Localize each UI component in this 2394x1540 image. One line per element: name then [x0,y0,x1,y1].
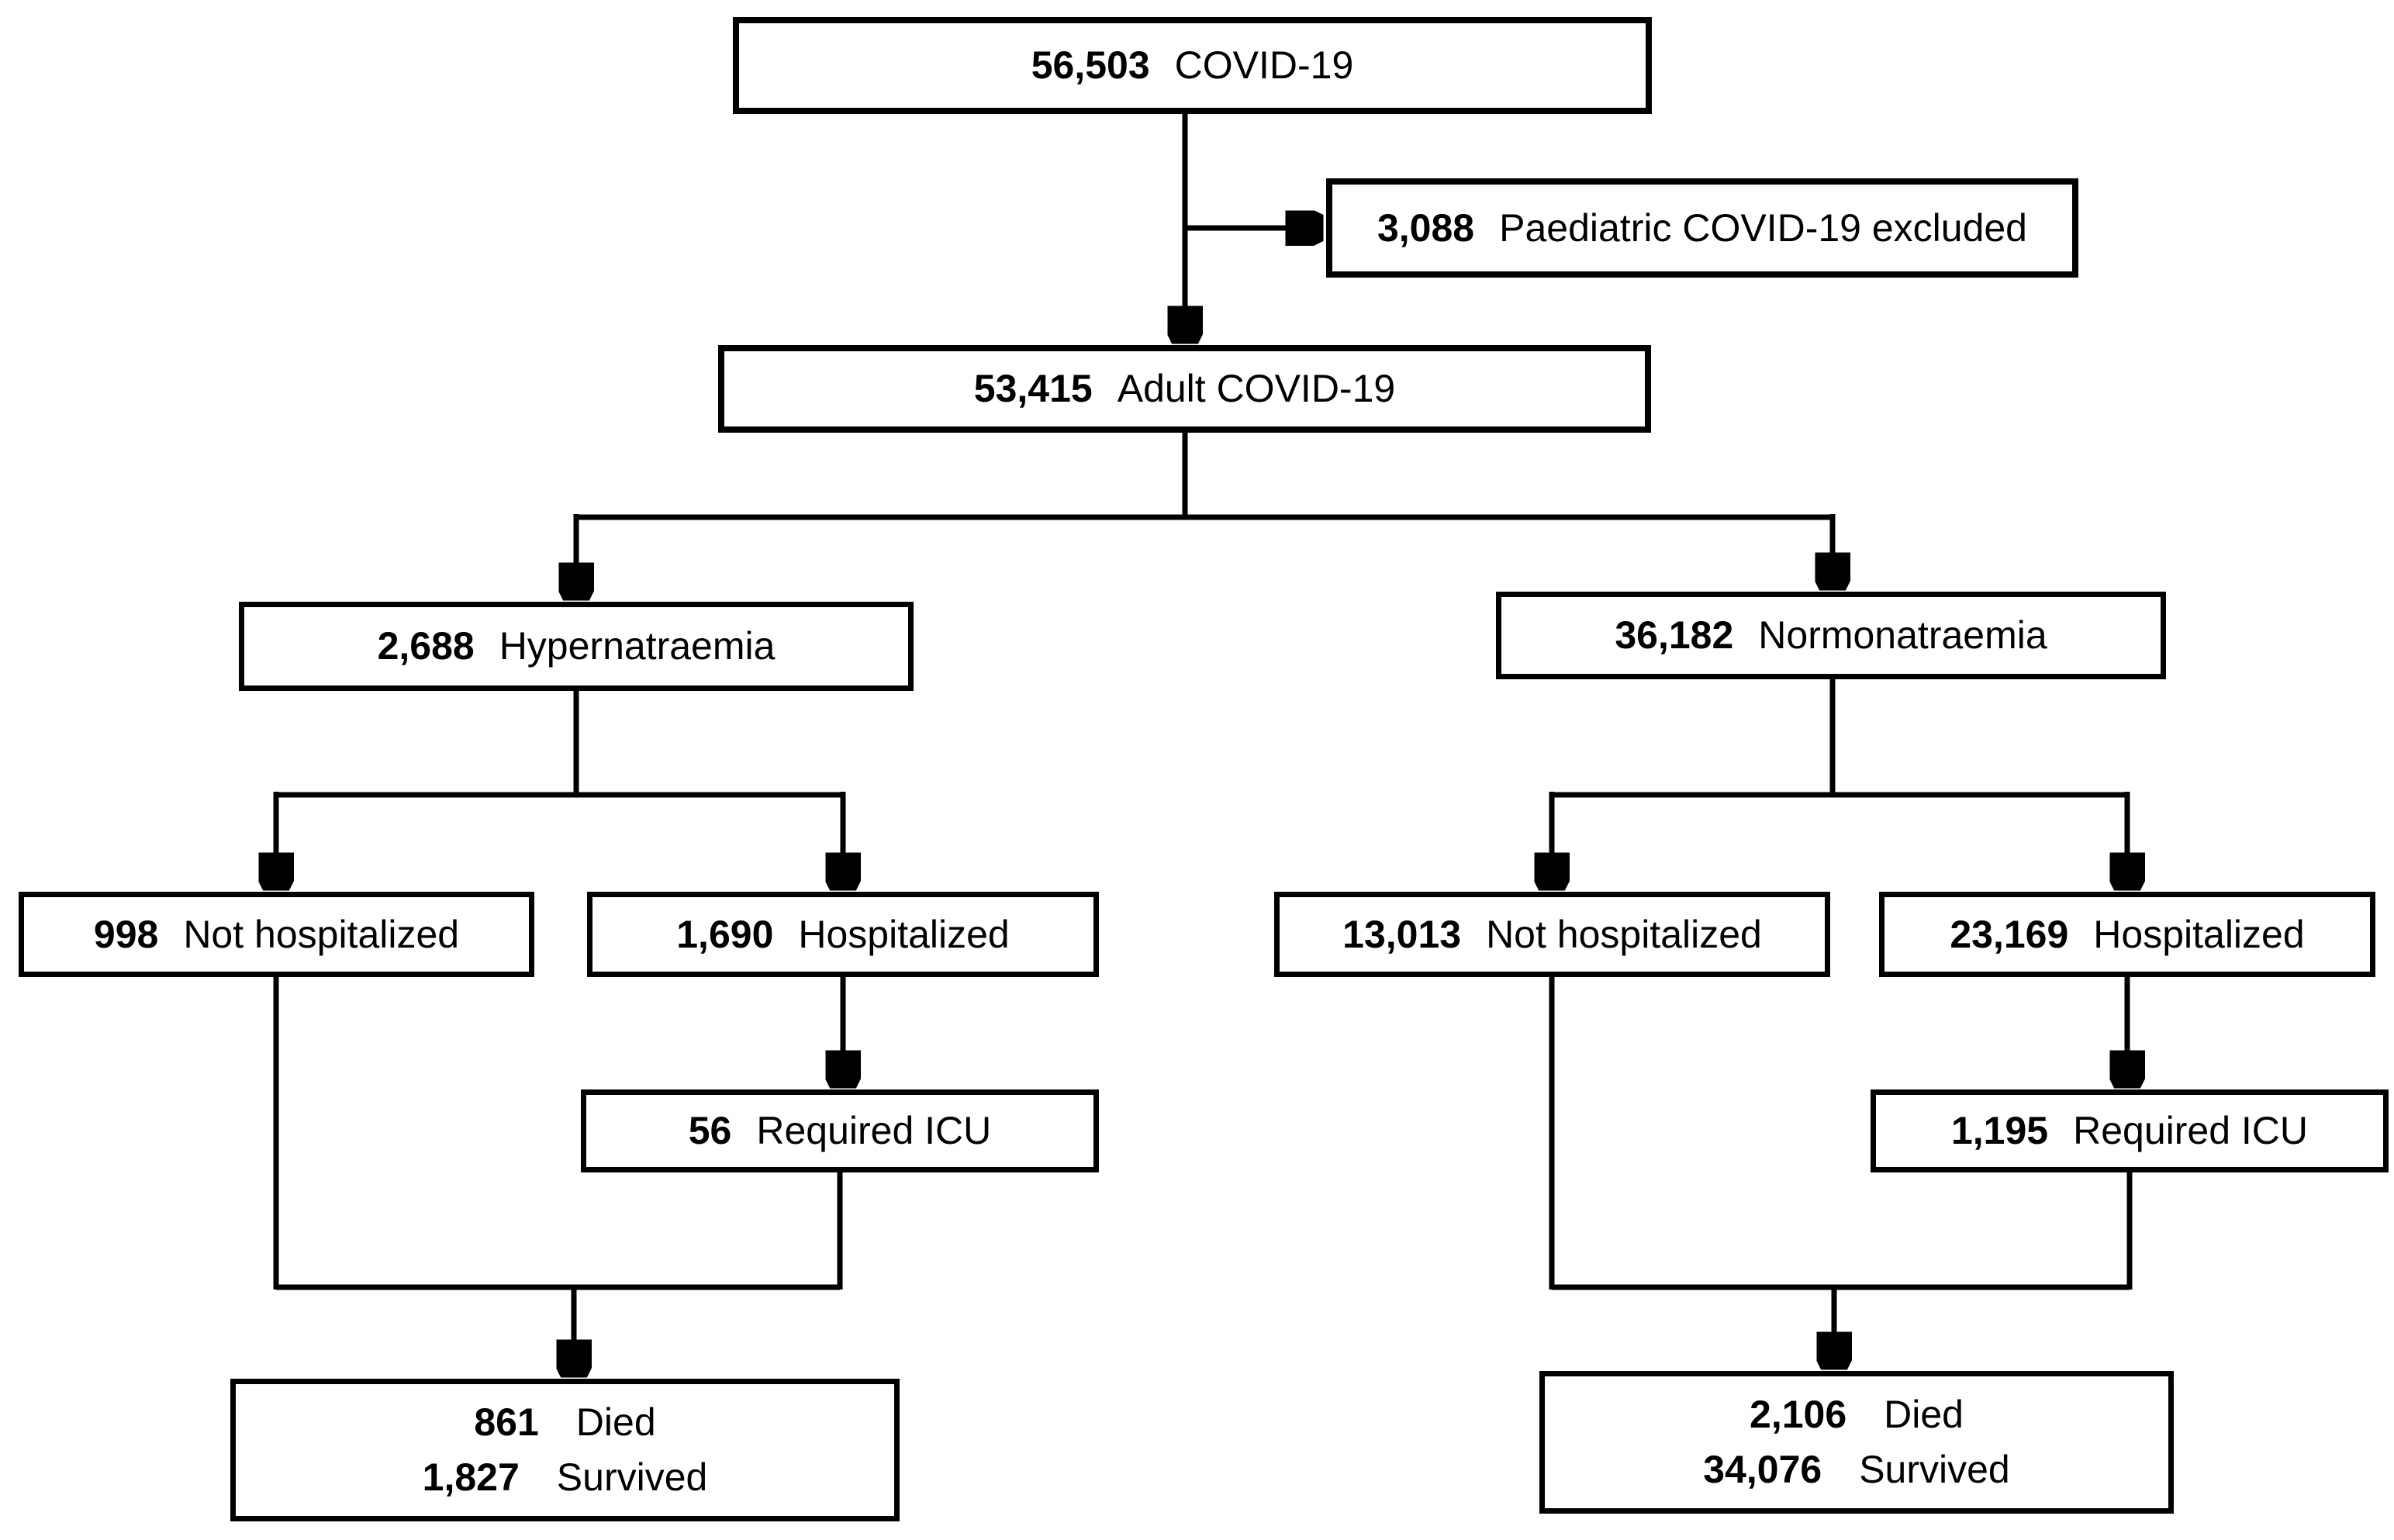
covid-total-label: COVID-19 [1174,43,1354,87]
normo-died-count: 2,106 [1750,1393,1847,1436]
node-adult-covid: 53,415 Adult COVID-19 [718,345,1651,433]
hypernatraemia-label: Hypernatraemia [499,624,776,668]
hyper-hospitalized-label: Hospitalized [798,912,1010,956]
node-normo-required-icu: 1,195 Required ICU [1871,1089,2389,1172]
paediatric-excluded-count: 3,088 [1377,205,1475,250]
normonatraemia-count: 36,182 [1615,613,1734,657]
normo-outcome-survived-row: 34,076 Survived [1703,1448,2009,1491]
normo-survived-count: 34,076 [1703,1448,1822,1491]
paediatric-excluded-label: Paediatric COVID-19 excluded [1499,205,2027,250]
normo-hospitalized-label: Hospitalized [2093,912,2305,956]
node-normo-outcome: 2,106 Died 34,076 Survived [1539,1371,2174,1514]
adult-covid-label: Adult COVID-19 [1117,367,1396,410]
hyper-outcome-survived-row: 1,827 Survived [423,1456,708,1499]
normo-died-label: Died [1884,1393,1964,1436]
hyper-hospitalized-count: 1,690 [676,912,774,956]
hyper-required-icu-label: Required ICU [756,1109,992,1152]
normo-not-hospitalized-label: Not hospitalized [1486,912,1762,956]
adult-covid-count: 53,415 [973,367,1093,410]
normo-outcome-died-row: 2,106 Died [1750,1393,1964,1436]
covid-total-count: 56,503 [1031,43,1150,87]
node-paediatric-excluded: 3,088 Paediatric COVID-19 excluded [1326,178,2078,278]
node-normo-not-hospitalized: 13,013 Not hospitalized [1274,892,1830,977]
node-hyper-not-hospitalized: 998 Not hospitalized [19,892,534,977]
node-normo-hospitalized: 23,169 Hospitalized [1879,892,2375,977]
node-hypernatraemia: 2,688 Hypernatraemia [239,602,914,691]
hyper-survived-count: 1,827 [422,1455,520,1499]
hyper-not-hospitalized-label: Not hospitalized [183,912,460,956]
normo-required-icu-count: 1,195 [1950,1109,2049,1152]
hyper-died-count: 861 [474,1400,539,1444]
hyper-died-label: Died [575,1400,656,1444]
node-covid-total: 56,503 COVID-19 [733,17,1652,114]
hyper-outcome-died-row: 861 Died [474,1401,655,1444]
normo-survived-label: Survived [1859,1448,2010,1491]
normonatraemia-label: Normonatraemia [1758,613,2047,657]
hyper-survived-label: Survived [556,1455,708,1499]
node-hyper-required-icu: 56 Required ICU [581,1089,1099,1172]
node-hyper-hospitalized: 1,690 Hospitalized [587,892,1099,977]
node-normonatraemia: 36,182 Normonatraemia [1496,592,2166,679]
hyper-not-hospitalized-count: 998 [93,912,159,956]
node-hyper-outcome: 861 Died 1,827 Survived [230,1379,900,1521]
normo-required-icu-label: Required ICU [2073,1109,2309,1152]
hyper-required-icu-count: 56 [688,1109,732,1152]
normo-not-hospitalized-count: 13,013 [1342,912,1462,956]
normo-hospitalized-count: 23,169 [1950,912,2069,956]
hypernatraemia-count: 2,688 [377,624,475,668]
